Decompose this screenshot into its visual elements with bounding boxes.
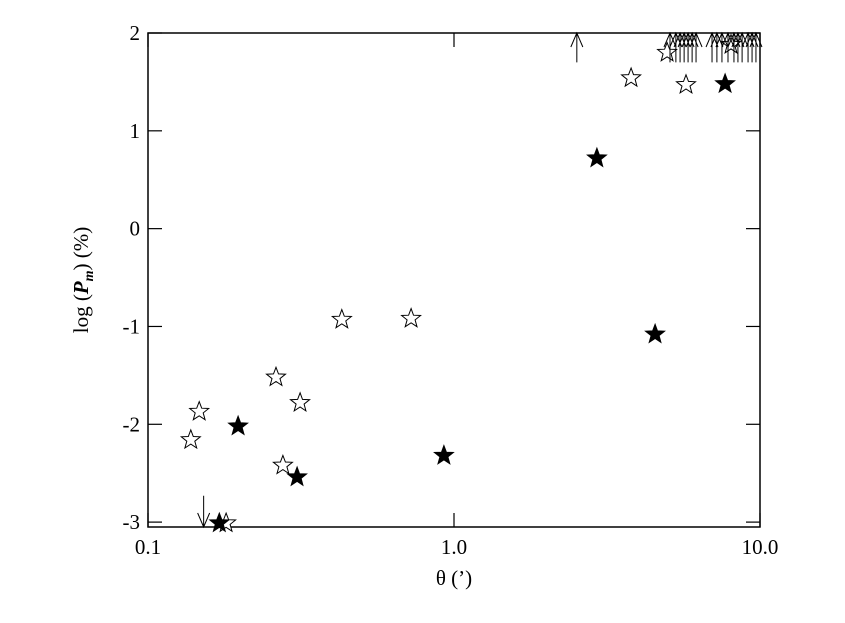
filled-star bbox=[644, 322, 666, 344]
filled-star bbox=[586, 146, 608, 168]
y-axis-label: log (Pm) (%) bbox=[69, 227, 97, 334]
open-star bbox=[179, 428, 202, 450]
open-star bbox=[675, 73, 697, 95]
open-star bbox=[265, 365, 287, 387]
lower-limit-arrow bbox=[197, 495, 211, 529]
upper-limit-arrow bbox=[721, 31, 735, 63]
x-tick-label: 1.0 bbox=[441, 535, 467, 559]
filled-star bbox=[208, 511, 231, 533]
upper-limit-arrow bbox=[705, 31, 719, 63]
y-tick-label: 1 bbox=[130, 119, 141, 143]
filled-star bbox=[227, 414, 249, 436]
y-tick-label: 0 bbox=[130, 217, 141, 241]
plot-frame bbox=[147, 32, 761, 528]
y-label-part: ) (%) bbox=[69, 227, 93, 271]
upper-limit-arrow bbox=[715, 31, 729, 63]
open-star bbox=[289, 391, 311, 413]
y-tick-label: -2 bbox=[123, 412, 141, 436]
open-star bbox=[656, 41, 678, 62]
y-label-part: log ( bbox=[69, 294, 93, 333]
filled-star bbox=[286, 465, 308, 487]
open-star bbox=[330, 308, 353, 329]
upper-limit-arrow bbox=[570, 31, 584, 63]
y-label-part: P bbox=[69, 281, 93, 295]
open-star bbox=[400, 307, 422, 328]
filled-star bbox=[714, 72, 736, 94]
open-star bbox=[272, 453, 294, 475]
upper-limit-arrow bbox=[710, 31, 724, 63]
open-star bbox=[188, 400, 211, 421]
y-tick-label: -3 bbox=[123, 510, 141, 534]
open-star bbox=[620, 66, 642, 88]
upper-limit-arrow bbox=[663, 31, 677, 63]
x-tick-label: 0.1 bbox=[135, 535, 161, 559]
upper-limit-arrow bbox=[749, 31, 763, 63]
y-label-part: m bbox=[82, 270, 97, 281]
y-tick-label: 2 bbox=[130, 21, 141, 45]
y-tick-label: -1 bbox=[123, 314, 141, 338]
upper-limit-arrow bbox=[689, 31, 703, 63]
filled-star bbox=[433, 444, 455, 465]
x-axis-label: θ (’) bbox=[436, 566, 472, 590]
x-tick-label: 10.0 bbox=[742, 535, 779, 559]
upper-limit-arrow bbox=[735, 31, 749, 63]
